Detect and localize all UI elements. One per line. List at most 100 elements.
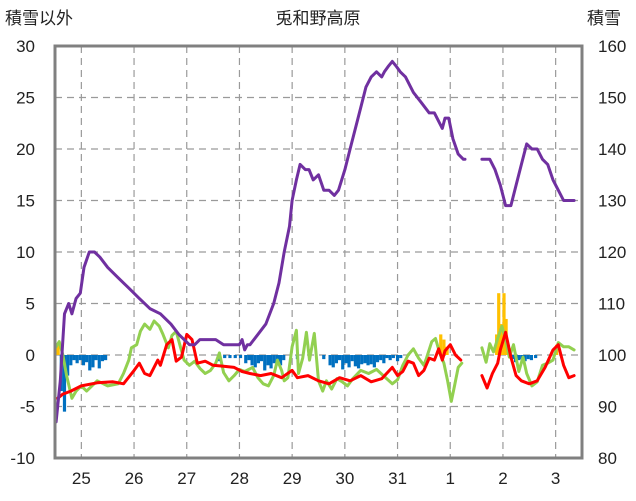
right-axis-label: 積雪 <box>587 9 621 29</box>
precip_blue-bar <box>282 355 286 361</box>
precip_blue-bar <box>382 355 386 364</box>
precip_blue-bar <box>250 355 254 366</box>
precip_blue-bar <box>238 355 243 359</box>
precip_blue-bar <box>75 355 79 364</box>
tick-labels: -10 -5 0 5 10 15 20 25 30 80 90 100 110 120 130 140 150 1… <box>10 37 626 488</box>
precip_blue-bar <box>253 355 257 368</box>
y-left-tick-label: 30 <box>16 37 35 56</box>
y-left-tick-label: -10 <box>10 449 35 468</box>
precip_blue-bar <box>353 355 357 367</box>
precip_blue-bar <box>263 355 267 371</box>
left-axis-label: 積雪以外 <box>5 9 73 29</box>
precip_orange-bar <box>445 346 449 355</box>
precip_blue-bar <box>356 355 361 369</box>
precip_blue-bar <box>360 355 364 365</box>
precip_orange-bar <box>497 293 501 355</box>
precip_blue-bar <box>233 355 237 359</box>
precip_blue-bar <box>278 355 283 366</box>
x-tick-label: 2 <box>498 469 507 488</box>
precip_blue-bar <box>337 355 342 361</box>
x-tick-label: 27 <box>177 469 196 488</box>
precip_blue-bar <box>275 355 279 362</box>
precip_blue-bar <box>62 355 67 412</box>
precip_orange-bar <box>499 324 503 355</box>
precip_blue-bar <box>523 355 527 362</box>
precip_blue-bar <box>526 355 530 360</box>
y-left-tick-label: 15 <box>16 192 35 211</box>
plot-area-frame <box>53 44 584 460</box>
precipitation-bars <box>55 293 559 412</box>
precip_blue-bar <box>103 355 108 361</box>
x-tick-label: 26 <box>125 469 144 488</box>
precip_blue-bar <box>85 355 89 363</box>
precip_blue-bar <box>66 355 70 376</box>
precip_blue-bar <box>69 355 73 366</box>
y-left-tick-label: -5 <box>20 398 35 417</box>
y-left-tick-label: 0 <box>26 346 35 365</box>
precip_blue-bar <box>78 355 82 361</box>
precip_blue-bar <box>350 355 354 362</box>
y-right-tick-label: 130 <box>598 192 626 211</box>
precip_orange-bar <box>442 339 446 355</box>
x-tick-label: 25 <box>72 469 91 488</box>
x-tick-label: 29 <box>283 469 302 488</box>
precip_blue-bar <box>322 355 326 360</box>
precip_blue-bar <box>344 355 348 364</box>
precip_blue-bar <box>259 355 264 362</box>
y-right-tick-label: 160 <box>598 37 626 56</box>
precip_blue-bar <box>399 355 403 359</box>
x-tick-label: 3 <box>551 469 560 488</box>
precip_blue-bar <box>534 355 538 359</box>
precip_orange-bar <box>56 344 60 355</box>
precip_blue-bar <box>91 355 95 368</box>
snow_depth-line <box>54 59 467 424</box>
y-right-tick-label: 120 <box>598 243 626 262</box>
precip_blue-bar <box>347 355 351 368</box>
precip_blue-bar <box>97 355 101 369</box>
precip_blue-bar <box>88 355 92 371</box>
precip_blue-bar <box>395 355 400 362</box>
y-right-tick-label: 90 <box>598 398 617 417</box>
y-right-tick-label: 150 <box>598 89 626 108</box>
precip_blue-bar <box>529 355 534 361</box>
precip_blue-bar <box>366 355 370 366</box>
precip_blue-bar <box>244 355 248 364</box>
precip_blue-bar <box>341 355 345 370</box>
x-tick-label: 28 <box>230 469 249 488</box>
precip_blue-bar <box>328 355 332 366</box>
y-right-tick-label: 80 <box>598 449 617 468</box>
x-tick-label: 31 <box>388 469 407 488</box>
precip_blue-bar <box>256 355 261 364</box>
y-left-tick-label: 10 <box>16 243 35 262</box>
precip_blue-bar <box>247 355 251 361</box>
precip_blue-bar <box>223 355 227 359</box>
humidity_index-line <box>54 319 464 403</box>
temperature_2-line <box>480 330 576 390</box>
precip_blue-bar <box>388 355 392 361</box>
series-lines <box>54 59 576 424</box>
x-tick-label: 1 <box>446 469 455 488</box>
precip_blue-bar <box>369 355 373 365</box>
precip_blue-bar <box>228 355 232 359</box>
y-right-tick-label: 140 <box>598 140 626 159</box>
temperature-line <box>56 332 463 400</box>
precip_blue-bar <box>379 355 383 361</box>
precip_blue-bar <box>363 355 367 364</box>
y-right-tick-label: 110 <box>598 295 625 314</box>
precip_blue-bar <box>94 355 98 361</box>
precip_blue-bar <box>266 355 270 366</box>
precip_blue-bar <box>100 355 105 362</box>
chart-title: 兎和野高原 <box>276 9 361 29</box>
y-left-tick-label: 5 <box>26 295 35 314</box>
snow_depth_2-line <box>480 142 576 208</box>
y-right-tick-label: 100 <box>598 346 626 365</box>
precip_blue-bar <box>391 355 395 359</box>
y-left-tick-label: 20 <box>16 140 35 159</box>
precip_orange-bar <box>502 293 506 355</box>
precip_blue-bar <box>269 355 273 369</box>
precip_blue-bar <box>375 355 380 363</box>
precip_blue-bar <box>334 355 339 364</box>
precip_blue-bar <box>272 355 276 364</box>
